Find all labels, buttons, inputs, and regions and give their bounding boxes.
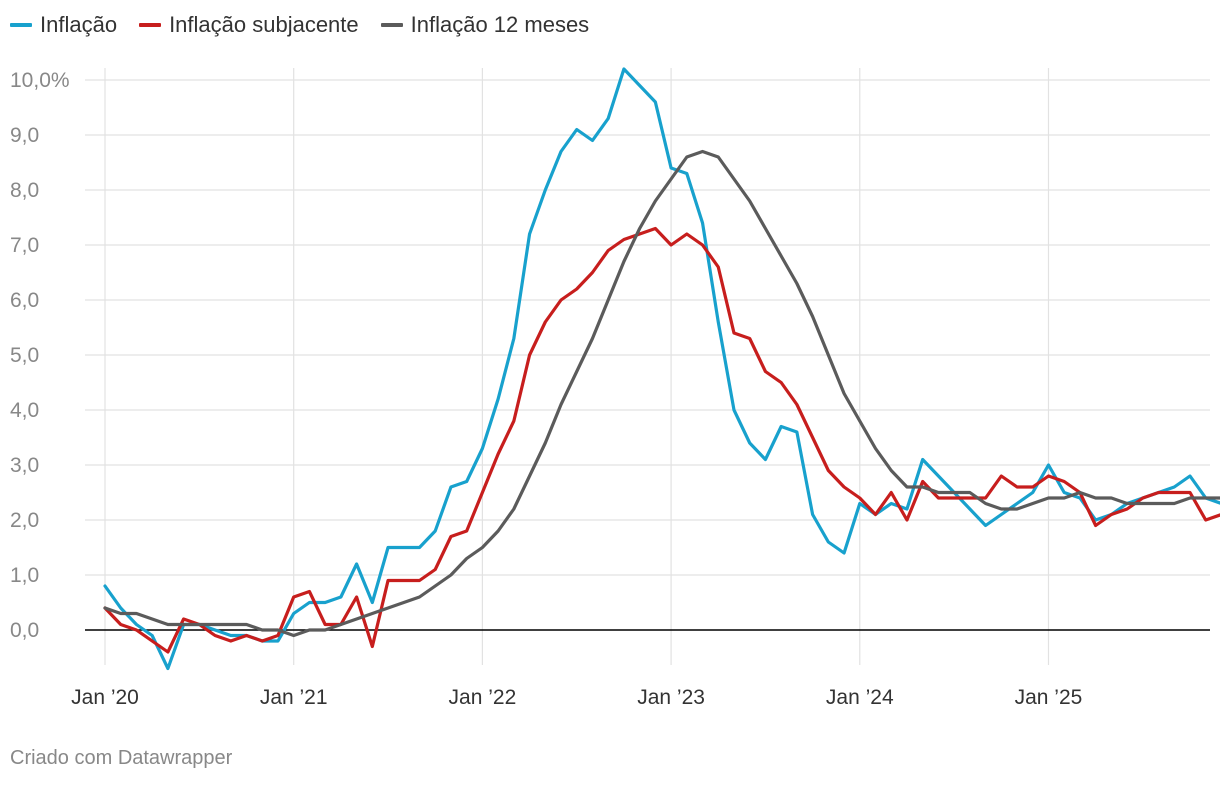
y-tick-label: 10,0% — [10, 69, 70, 92]
x-tick-label: Jan ’23 — [637, 686, 705, 709]
x-tick-label: Jan ’24 — [826, 686, 894, 709]
series-line-3 — [103, 149, 1220, 638]
x-tick-label: Jan ’20 — [71, 686, 139, 709]
legend-label-12-meses: Inflação 12 meses — [410, 12, 590, 37]
y-tick-label: 6,0 — [10, 289, 39, 312]
legend-item-subjacente: Inflação subjacente — [139, 12, 359, 38]
legend: Inflação Inflação subjacente Inflação 12… — [10, 12, 589, 38]
series-line-2 — [103, 226, 1220, 654]
y-tick-label: 7,0 — [10, 234, 39, 257]
legend-swatch-12-meses — [380, 23, 403, 27]
grid-layer — [85, 68, 1210, 665]
y-tick-label: 8,0 — [10, 179, 39, 202]
series-layer — [103, 67, 1220, 671]
legend-label-subjacente: Inflação subjacente — [169, 12, 359, 37]
footer-credit: Criado com Datawrapper — [10, 747, 233, 769]
y-tick-label: 1,0 — [10, 564, 39, 587]
y-tick-label: 5,0 — [10, 344, 39, 367]
series-line-1 — [103, 67, 1220, 671]
x-tick-label: Jan ’25 — [1015, 686, 1083, 709]
y-tick-label: 3,0 — [10, 454, 39, 477]
legend-swatch-inflacao — [10, 23, 32, 27]
legend-item-12-meses: Inflação 12 meses — [380, 12, 590, 38]
legend-item-inflacao: Inflação — [10, 12, 117, 38]
y-tick-label: 2,0 — [10, 509, 39, 532]
legend-label-inflacao: Inflação — [40, 12, 118, 37]
y-tick-label: 9,0 — [10, 124, 39, 147]
y-tick-label: 0,0 — [10, 619, 39, 642]
y-tick-label: 4,0 — [10, 399, 39, 422]
x-tick-label: Jan ’22 — [449, 686, 517, 709]
axis-layer: 10,0% 9,0 8,0 7,0 6,0 5,0 4,0 3,0 2,0 1,0 0,0 Jan ’… — [10, 69, 1210, 709]
legend-swatch-subjacente — [139, 23, 162, 27]
x-tick-label: Jan ’21 — [260, 686, 328, 709]
